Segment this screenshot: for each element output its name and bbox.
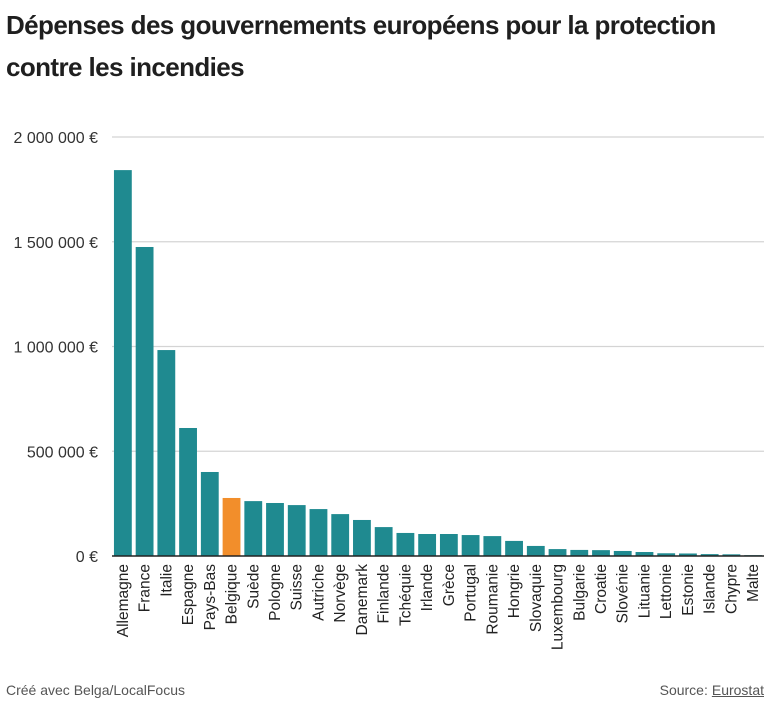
x-tick-label: Pologne [267,564,284,621]
chart-title: Dépenses des gouvernements européens pou… [6,10,716,82]
bar-danemark [353,519,371,556]
y-axis: 0 € 500 000 € 1 000 000 € 1 500 000 € 2 000 … [13,130,98,566]
x-tick-label: Allemagne [115,564,132,637]
credit-text: Créé avec Belga/LocalFocus [6,682,185,698]
bar-grèce [439,534,458,556]
y-tick-label: 0 € [76,549,98,566]
bar-allemagne [113,170,132,556]
x-tick-label: Finlande [376,564,393,623]
bar-portugal [461,535,480,556]
x-tick-label: Suisse [289,564,306,611]
source-link[interactable]: Eurostat [711,682,764,698]
x-tick-label: Irlande [419,564,436,611]
source-label: Source: [659,682,708,698]
bar-roumanie [483,536,502,556]
y-tick-label: 500 000 € [27,444,98,461]
x-tick-label: Suède [245,564,262,609]
x-tick-label: France [137,564,154,612]
bar-suède [244,501,263,556]
bar-croatie [592,550,610,556]
bar-chypre [722,554,741,556]
bar-italie [157,350,176,556]
x-tick-label: Tchéquie [397,564,414,626]
bar-tchéquie [396,532,415,556]
bar-lettonie [657,553,676,556]
bar-pologne [266,502,284,556]
x-tick-label: Croatie [593,564,610,614]
x-tick-label: Slovaquie [528,564,545,632]
bar-finlande [374,527,393,556]
bar-espagne [179,427,197,556]
bar-irlande [418,534,437,556]
bar-belgique [222,497,241,556]
x-tick-label: Grèce [441,564,458,606]
x-tick-label: Belgique [224,564,241,624]
bar-suisse [287,505,306,556]
x-tick-label: Islande [702,564,719,614]
bar-lituanie [635,552,654,556]
bar-slovénie [613,550,632,556]
x-tick-label: Slovénie [615,564,632,623]
x-tick-label: Espagne [180,564,197,625]
x-tick-label: Lettonie [658,564,675,619]
x-tick-label: Luxembourg [550,564,567,650]
x-tick-label: Lituanie [636,564,653,618]
bar-france [135,246,154,557]
bar-bulgarie [570,549,589,556]
bar-islande [700,554,719,556]
source: Source: Eurostat [660,682,764,698]
x-tick-label: Roumanie [484,564,501,635]
x-tick-label: Chypre [723,564,740,614]
x-tick-label: Italie [158,564,175,597]
gridlines [112,136,764,452]
bar-pays-bas [200,471,219,556]
y-tick-label: 1 500 000 € [13,235,98,252]
bars [113,170,763,557]
x-tick-label: Estonie [680,564,697,616]
bar-slovaquie [526,545,545,556]
x-tick-label: Bulgarie [571,564,588,621]
x-tick-label: Portugal [463,564,480,622]
bar-estonie [679,553,697,556]
x-tick-label: Norvège [332,564,349,623]
bar-hongrie [505,540,523,556]
x-tick-label: Malte [745,564,762,602]
bar-luxembourg [548,549,567,556]
x-axis: Allemagne France Italie Espagne Pays-Bas Belg… [112,555,764,650]
x-tick-label: Danemark [354,564,371,636]
y-tick-label: 1 000 000 € [13,340,98,357]
x-tick-label: Autriche [310,564,327,621]
y-tick-label: 2 000 000 € [13,130,98,147]
x-tick-label: Hongrie [506,564,523,618]
bar-autriche [309,509,328,556]
bar-norvège [331,514,350,556]
x-tick-label: Pays-Bas [202,564,219,631]
